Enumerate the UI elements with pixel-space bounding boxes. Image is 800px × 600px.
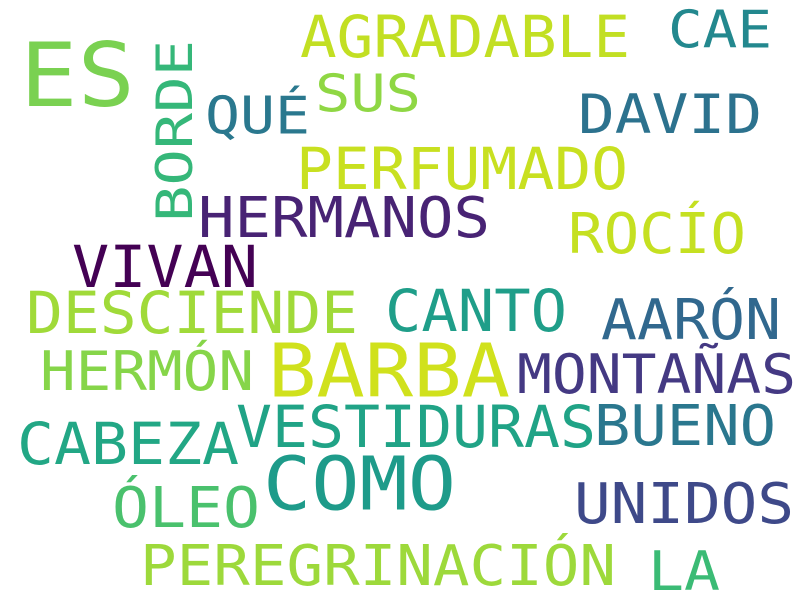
word-david: DAVID (578, 83, 762, 147)
word-vivan: VIVAN (72, 233, 258, 301)
word-como: COMO (263, 440, 456, 527)
word-barba: BARBA (268, 327, 510, 414)
word-hermanos: HERMANOS (198, 184, 490, 251)
word-la: LA (648, 540, 720, 600)
word-borde: BORDE (145, 40, 204, 222)
word-sus: SUS (315, 62, 421, 125)
word-bueno: BUENO (594, 392, 776, 459)
word-aaron: AARÓN (601, 286, 781, 353)
word-unidos: UNIDOS (574, 470, 794, 537)
word-hermon: HERMÓN (40, 340, 254, 404)
word-oleo: ÓLEO (112, 474, 260, 541)
word-agradable: AGRADABLE (300, 3, 630, 71)
word-cabeza: CABEZA (17, 410, 239, 478)
word-que: QUÉ (205, 84, 310, 147)
word-peregrinacion: PEREGRINACIÓN (140, 532, 616, 599)
word-canto: CANTO (385, 277, 567, 345)
word-vestiduras: VESTIDURAS (236, 393, 596, 461)
word-perfumado: PERFUMADO (296, 135, 628, 203)
word-es: ES (20, 24, 135, 127)
word-desciende: DESCIENDE (26, 279, 358, 347)
word-rocio: ROCÍO (568, 200, 746, 267)
word-montanas: MONTAÑAS (517, 343, 796, 407)
word-cae: CAE (668, 0, 772, 61)
